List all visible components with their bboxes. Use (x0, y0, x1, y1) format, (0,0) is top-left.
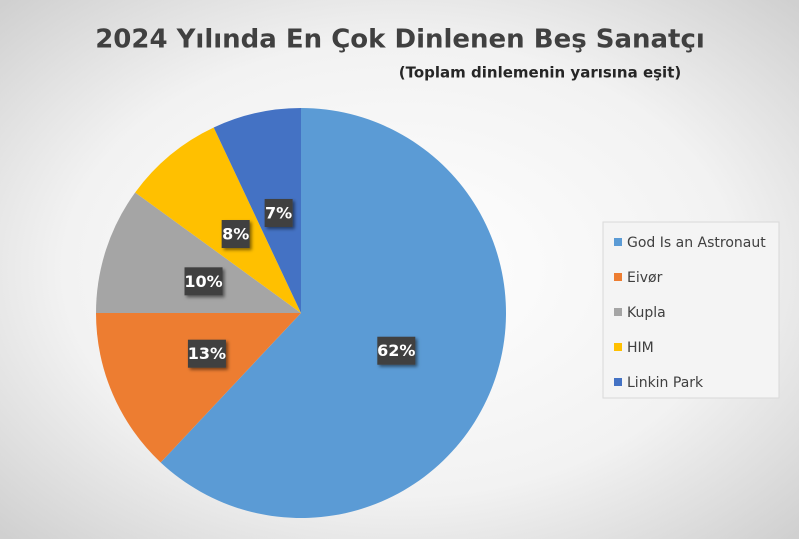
legend-label: HIM (627, 340, 654, 356)
legend-swatch (614, 378, 622, 386)
chart-subtitle: (Toplam dinlemenin yarısına eşit) (399, 64, 681, 82)
data-label-box (377, 336, 416, 365)
legend-label: God Is an Astronaut (627, 235, 766, 251)
legend-label: Kupla (627, 305, 666, 321)
pie-slice (213, 108, 301, 313)
legend-box (602, 221, 780, 399)
pie-slice (96, 313, 301, 463)
legend-swatch (614, 343, 622, 351)
legend-swatch (614, 308, 622, 316)
data-label-box (184, 267, 223, 296)
legend-label: Eivør (627, 270, 663, 286)
pie-slice (135, 127, 301, 313)
data-label: 10% (184, 272, 222, 291)
data-label-box (264, 198, 293, 227)
legend-swatch (614, 238, 622, 246)
data-label-box (187, 339, 226, 368)
legend-swatch (614, 273, 622, 281)
data-label: 62% (377, 341, 415, 360)
data-label: 8% (222, 225, 249, 244)
pie-slice (160, 108, 506, 518)
data-label: 13% (188, 344, 226, 363)
data-label: 7% (265, 203, 292, 222)
chart-title: 2024 Yılında En Çok Dinlenen Beş Sanatçı (95, 25, 705, 55)
pie-slice (96, 192, 301, 313)
data-label-box (221, 220, 250, 249)
legend-label: Linkin Park (627, 375, 704, 391)
